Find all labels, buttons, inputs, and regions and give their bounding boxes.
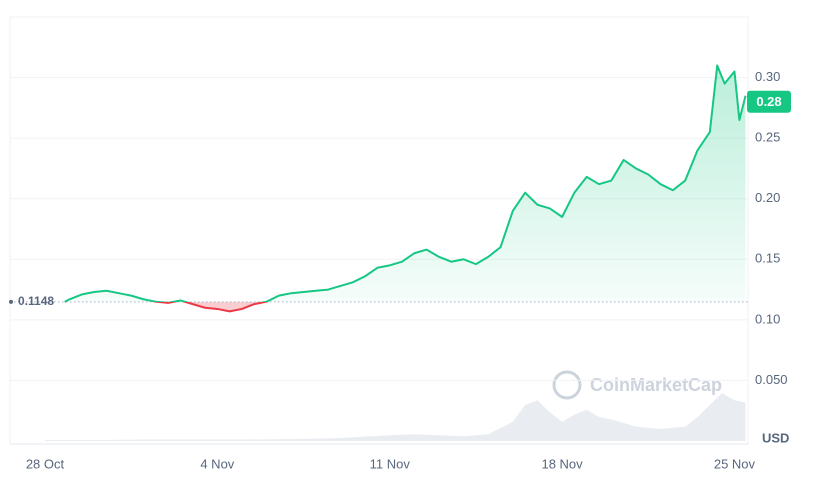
- watermark-text: CoinMarketCap: [590, 375, 722, 395]
- x-tick-label: 18 Nov: [541, 456, 583, 471]
- x-tick-label: 28 Oct: [26, 456, 65, 471]
- price-area: [64, 65, 746, 312]
- x-tick-label: 25 Nov: [714, 456, 756, 471]
- y-tick-label: 0.20: [755, 190, 780, 205]
- y-tick-label: 0.30: [755, 69, 780, 84]
- y-tick-label: 0.050: [755, 372, 788, 387]
- baseline-label: 0.1148: [18, 294, 54, 308]
- price-badge: [747, 90, 791, 113]
- watermark: CoinMarketCap: [552, 370, 722, 400]
- price-badge-label: 0.28: [756, 94, 781, 109]
- price-line: [64, 64, 747, 313]
- y-tick-label: 0.10: [755, 311, 780, 326]
- y-tick-label: 0.15: [755, 251, 780, 266]
- unit-label: USD: [762, 430, 789, 445]
- x-tick-label: 11 Nov: [370, 456, 411, 471]
- baseline-dot: [9, 299, 13, 304]
- volume-area: [44, 393, 746, 441]
- y-tick-label: 0.25: [755, 130, 780, 145]
- x-tick-label: 4 Nov: [200, 456, 234, 471]
